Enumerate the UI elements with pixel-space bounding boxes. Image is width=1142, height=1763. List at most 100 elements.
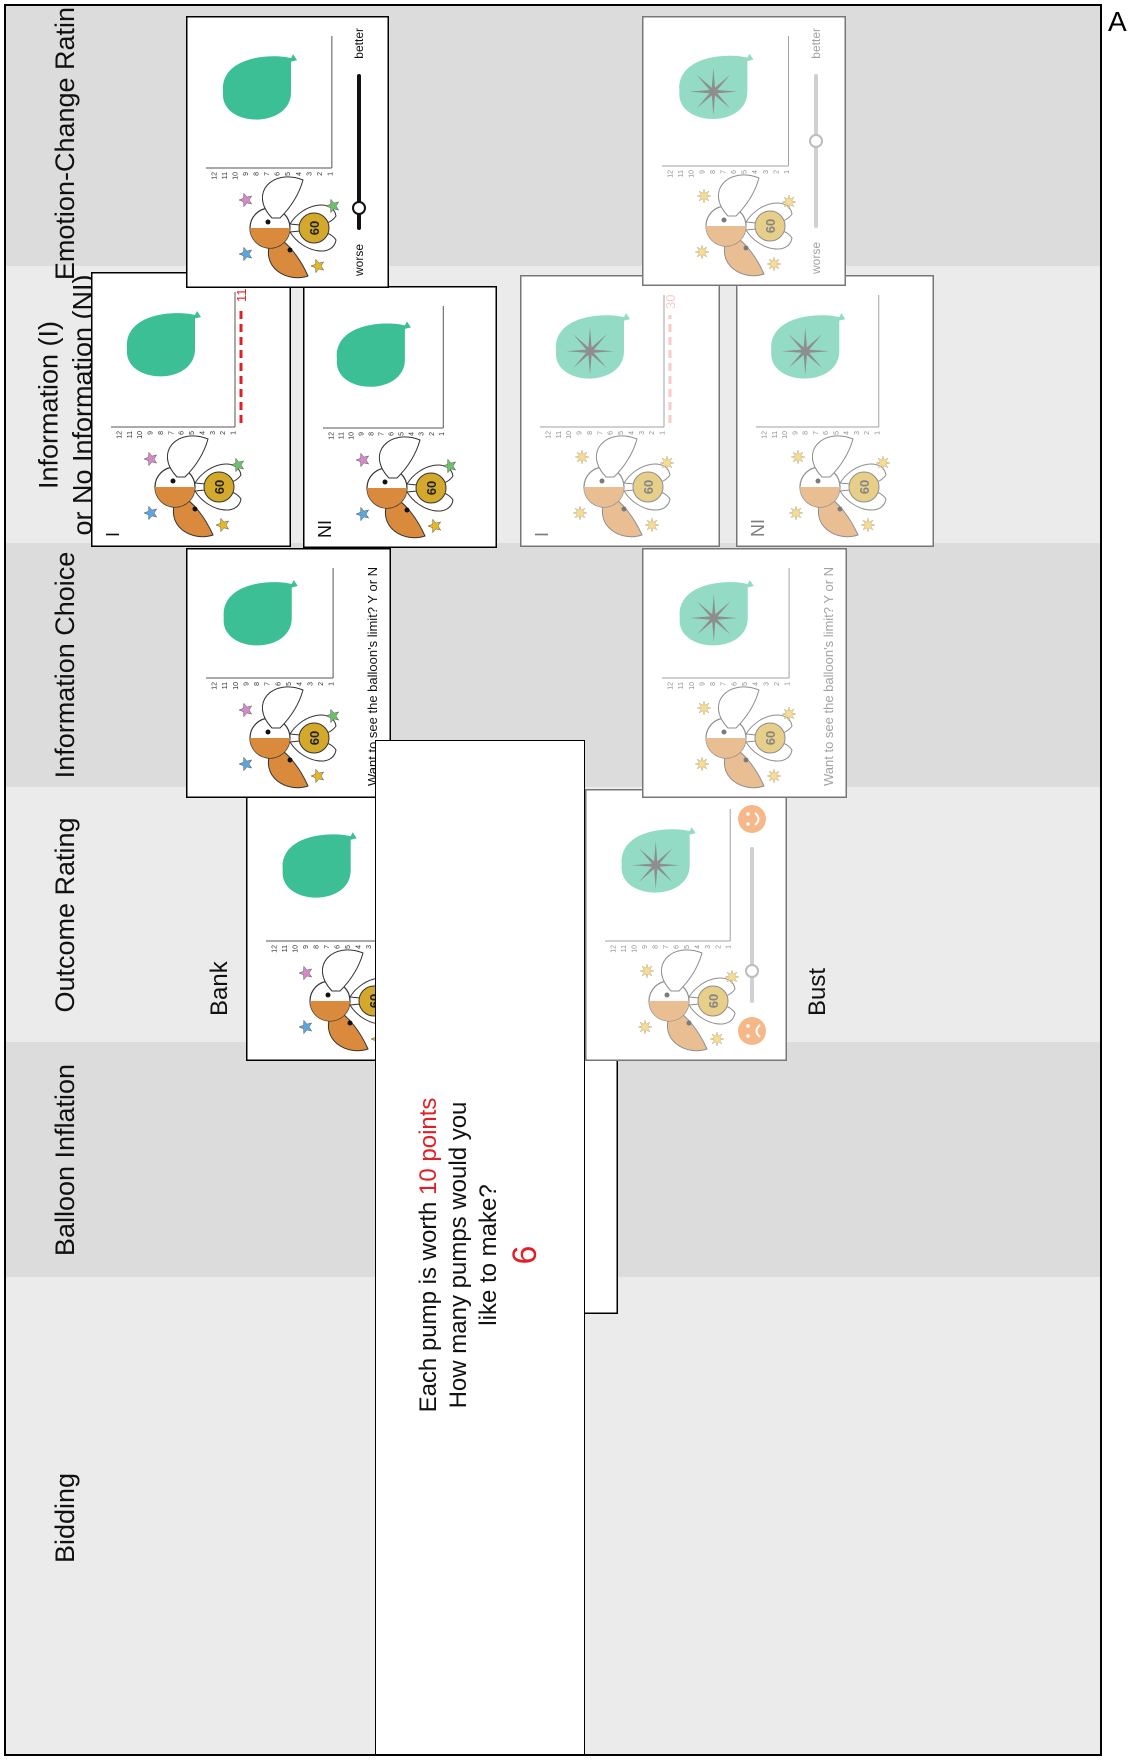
coin-value: 60 (307, 731, 322, 745)
choice-prompt: Want to see the balloon's limit? Y or N (821, 567, 836, 786)
burst-icon (694, 756, 710, 772)
y-tick-label: 6 (389, 432, 396, 436)
card-bidding: Each pump is worth 10 points How many pu… (375, 740, 585, 1754)
task-figure: Emotion-Change Rating Information (I) or N… (4, 4, 1102, 1756)
y-tick-label: 11 (339, 432, 346, 439)
burst-icon (696, 188, 712, 204)
y-tick-label: 2 (774, 682, 781, 686)
y-tick-label: 8 (710, 170, 717, 174)
column-header-text: Bidding (49, 1472, 83, 1562)
y-tick-label: 4 (694, 945, 701, 949)
coin (298, 722, 330, 754)
balloon (336, 323, 405, 387)
y-tick-label: 9 (243, 172, 250, 176)
y-tick-label: 6 (608, 431, 615, 435)
card-noinfo-bank: 60 12 11 10 9 8 7 6 5 4 3 2 1 NI (303, 286, 497, 548)
y-tick-label: 9 (642, 945, 649, 949)
y-tick-label: 7 (168, 431, 175, 435)
y-tick-label: 5 (285, 172, 292, 176)
y-tick-label: 12 (117, 431, 124, 439)
y-tick-label: 3 (763, 170, 770, 174)
star-icon (310, 768, 325, 784)
clown-character: 60 (694, 686, 797, 789)
y-tick-label: 5 (742, 682, 749, 686)
y-tick-label: 7 (379, 432, 386, 436)
sad-face-icon (738, 1017, 766, 1045)
star-icon (143, 505, 158, 521)
clown-character: 60 (143, 435, 245, 538)
pop-burst-icon (566, 327, 614, 375)
burst-icon (659, 455, 675, 471)
coin (632, 471, 664, 503)
noinfo-label: NI (315, 520, 335, 538)
burst-icon (766, 256, 782, 272)
y-tick-label: 6 (179, 431, 186, 435)
rating-slider-knob[interactable] (745, 964, 759, 978)
y-tick-label: 5 (189, 431, 196, 435)
y-tick-label: 10 (233, 172, 240, 180)
coin-value: 60 (706, 994, 721, 1008)
y-tick-label: 4 (199, 431, 206, 435)
y-tick-label: 3 (854, 431, 861, 435)
clown-character: 60 (572, 435, 675, 538)
y-tick-label: 1 (785, 682, 792, 686)
bidding-answer: 6 (505, 1245, 544, 1264)
y-tick-label: 10 (137, 431, 144, 439)
star-icon (427, 518, 442, 534)
y-tick-label: 6 (823, 431, 830, 435)
column-header-line: Balloon Inflation (50, 1063, 81, 1256)
burst-icon (694, 244, 710, 260)
balloon (223, 56, 292, 120)
card-emotion-bust-graphic: 60 12 11 10 9 8 7 6 5 4 3 2 1 worse better (642, 16, 846, 286)
card-info-bust: 60 12 11 10 9 8 7 6 5 4 3 2 1 30 I (520, 275, 720, 547)
y-tick-label: 7 (663, 945, 670, 949)
star-icon (230, 457, 245, 473)
coin (754, 210, 786, 242)
y-tick-label: 6 (731, 682, 738, 686)
y-tick-label: 5 (833, 431, 840, 435)
rating-slider-knob[interactable] (352, 201, 366, 215)
column-header-emotion: Emotion-Change Rating (6, 6, 126, 280)
burst-icon (766, 768, 782, 784)
y-tick-label: 5 (684, 945, 691, 949)
card-choice-bank: 60 12 11 10 9 8 7 6 5 4 3 2 1 Want to see the balloon… (186, 548, 391, 798)
card-outcome-bust-graphic: 60 12 11 10 9 8 7 6 5 4 3 2 1 (585, 789, 787, 1061)
y-tick-label: 12 (611, 945, 618, 953)
card-emotion-bank-graphic: 60 12 11 10 9 8 7 6 5 4 3 2 1 worse better (186, 16, 389, 288)
y-tick-label: 3 (763, 682, 770, 686)
column-header-text: Outcome Rating (49, 817, 83, 1012)
y-tick-label: 7 (813, 431, 820, 435)
bust-label: Bust (804, 967, 831, 1016)
y-tick-label: 2 (649, 431, 656, 435)
y-tick-label: 4 (752, 170, 759, 174)
star-icon (238, 192, 253, 208)
clown-character: 60 (238, 686, 340, 789)
y-tick-label: 4 (628, 431, 635, 435)
card-emotion-bank: 60 12 11 10 9 8 7 6 5 4 3 2 1 worse better (186, 16, 389, 288)
star-icon (143, 451, 158, 467)
burst-icon (637, 1019, 653, 1035)
burst-icon (875, 455, 891, 471)
y-tick-label: 1 (784, 170, 791, 174)
y-tick-label: 11 (282, 945, 289, 952)
y-tick-label: 9 (243, 682, 250, 686)
y-tick-label: 4 (355, 945, 362, 949)
y-tick-label: 12 (668, 682, 675, 690)
y-tick-label: 10 (689, 682, 696, 690)
card-choice-bust-graphic: 60 12 11 10 9 8 7 6 5 4 3 2 1 Want to see the balloon… (642, 548, 847, 798)
card-choice-bank-graphic: 60 12 11 10 9 8 7 6 5 4 3 2 1 Want to see the balloon… (186, 548, 391, 798)
y-tick-label: 2 (317, 172, 324, 176)
y-tick-label: 12 (212, 682, 219, 690)
y-tick-label: 3 (366, 945, 373, 949)
y-tick-label: 7 (721, 682, 728, 686)
y-tick-label: 4 (753, 682, 760, 686)
y-tick-label: 12 (329, 432, 336, 440)
balloon (126, 313, 195, 377)
clown-character: 60 (355, 436, 457, 539)
y-tick-label: 6 (731, 170, 738, 174)
rating-slider-knob[interactable] (809, 134, 823, 148)
burst-icon (644, 517, 660, 533)
coin-value: 60 (763, 731, 778, 745)
bidding-line-2: How many pumps would you (444, 1101, 472, 1408)
bidding-prefix: Each pump is worth (414, 1194, 442, 1412)
